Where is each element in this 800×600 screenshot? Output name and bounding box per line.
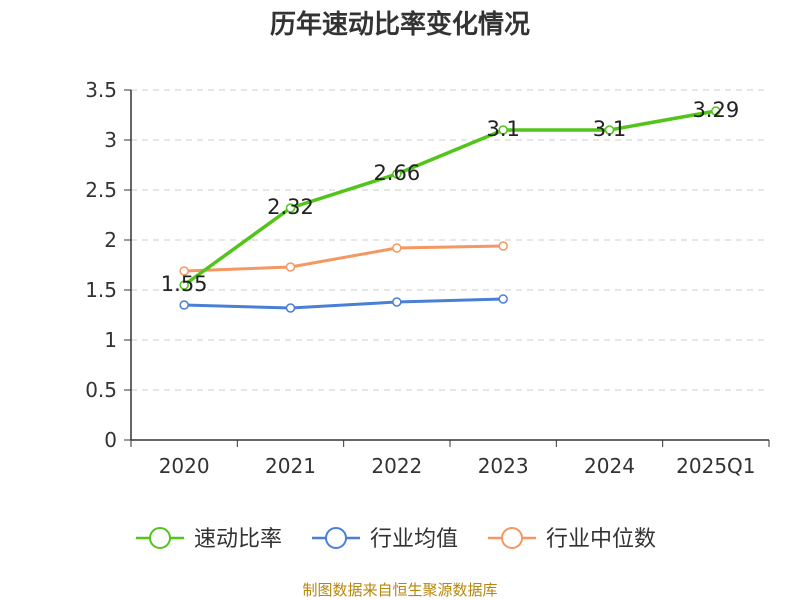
x-tick-label: 2021 — [265, 454, 316, 478]
legend-label: 行业均值 — [370, 527, 458, 552]
y-tick-label: 2 — [104, 228, 117, 252]
y-tick-label: 3 — [104, 128, 117, 152]
data-point[interactable] — [392, 297, 402, 307]
data-point[interactable] — [392, 243, 402, 253]
x-tick-label: 2024 — [584, 454, 635, 478]
data-label: 3.1 — [486, 117, 519, 141]
y-tick-label: 0 — [104, 428, 117, 452]
legend[interactable]: 速动比率 行业均值 行业中位数 — [136, 527, 656, 552]
y-tick-label: 3.5 — [85, 78, 117, 102]
data-point[interactable] — [179, 280, 189, 290]
data-point[interactable] — [179, 266, 189, 276]
legend-label: 速动比率 — [194, 527, 282, 552]
data-point[interactable] — [285, 203, 296, 213]
chart-title: 历年速动比率变化情况 — [270, 9, 530, 40]
data-point[interactable] — [498, 241, 508, 251]
data-point[interactable] — [498, 125, 508, 135]
data-label: 3.29 — [692, 98, 739, 122]
data-label: 2.66 — [373, 161, 420, 185]
legend-label: 行业中位数 — [546, 527, 656, 552]
data-point[interactable] — [498, 294, 508, 304]
data-point[interactable] — [604, 125, 615, 135]
data-label: 3.1 — [593, 117, 626, 141]
grid-lines — [131, 89, 769, 391]
legend-item[interactable]: 行业中位数 — [488, 527, 656, 552]
series-line — [184, 244, 504, 273]
data-label: 2.32 — [267, 195, 314, 219]
axes: 0 0.5 1 1.5 2 2.5 3 3.5 2020 2021 2022 2023 2024 2025… — [85, 78, 770, 478]
y-tick-label: 1 — [104, 328, 117, 352]
legend-swatch-marker — [501, 527, 523, 549]
x-tick-label: 2023 — [478, 454, 529, 478]
source-note: 制图数据来自恒生聚源数据库 — [302, 581, 497, 599]
legend-swatch-marker — [149, 527, 171, 549]
series-line — [184, 297, 504, 310]
data-labels: 1.55 2.32 2.66 3.1 3.1 3.29 — [161, 98, 739, 296]
y-tick-label: 0.5 — [85, 378, 117, 402]
x-tick-label: 2025Q1 — [676, 454, 755, 478]
series-line — [183, 109, 717, 287]
data-point[interactable] — [179, 300, 189, 310]
legend-swatch-marker — [325, 527, 347, 549]
legend-item[interactable]: 速动比率 — [136, 527, 282, 552]
data-label: 1.55 — [161, 272, 208, 296]
data-point[interactable] — [711, 106, 721, 116]
y-tick-label: 1.5 — [85, 278, 117, 302]
y-tick-label: 2.5 — [85, 178, 117, 202]
x-tick-label: 2022 — [371, 454, 422, 478]
x-tick-label: 2020 — [159, 454, 210, 478]
legend-item[interactable]: 行业均值 — [312, 527, 458, 552]
data-point[interactable] — [392, 169, 402, 179]
data-point[interactable] — [285, 303, 296, 313]
data-point[interactable] — [285, 262, 296, 272]
series-group — [179, 106, 721, 313]
